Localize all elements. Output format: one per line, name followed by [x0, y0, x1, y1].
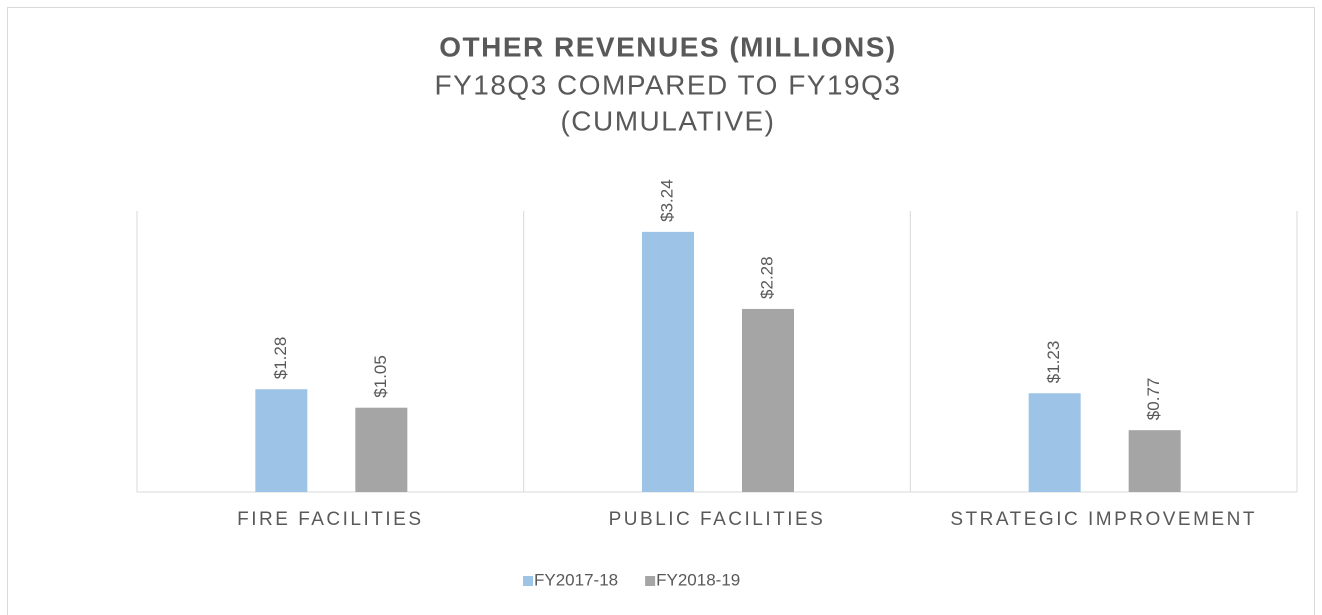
chart-subtitle: FY18Q3 COMPARED TO FY19Q3: [435, 69, 902, 100]
bar: [1128, 430, 1181, 492]
data-label: $1.05: [371, 355, 390, 398]
data-label: $0.77: [1144, 378, 1163, 421]
legend-swatch: [523, 576, 533, 586]
bar: [355, 407, 408, 492]
x-tick-label: FIRE FACILITIES: [237, 509, 423, 530]
data-label: $2.28: [757, 256, 776, 299]
bar: [255, 389, 308, 492]
legend-label: FY2017-18: [534, 570, 618, 589]
chart-title: OTHER REVENUES (MILLIONS): [439, 31, 897, 62]
bar: [642, 231, 694, 493]
chart-subtitle: (CUMULATIVE): [560, 105, 775, 136]
data-label: $3.24: [657, 179, 676, 222]
legend-label: FY2018-19: [656, 570, 740, 589]
x-tick-label: PUBLIC FACILITIES: [609, 509, 826, 530]
data-label: $1.23: [1044, 341, 1063, 384]
bar: [1028, 393, 1081, 492]
x-tick-label: STRATEGIC IMPROVEMENT: [950, 509, 1257, 530]
data-label: $1.28: [271, 337, 290, 380]
bar: [742, 308, 794, 492]
legend-swatch: [645, 576, 656, 586]
